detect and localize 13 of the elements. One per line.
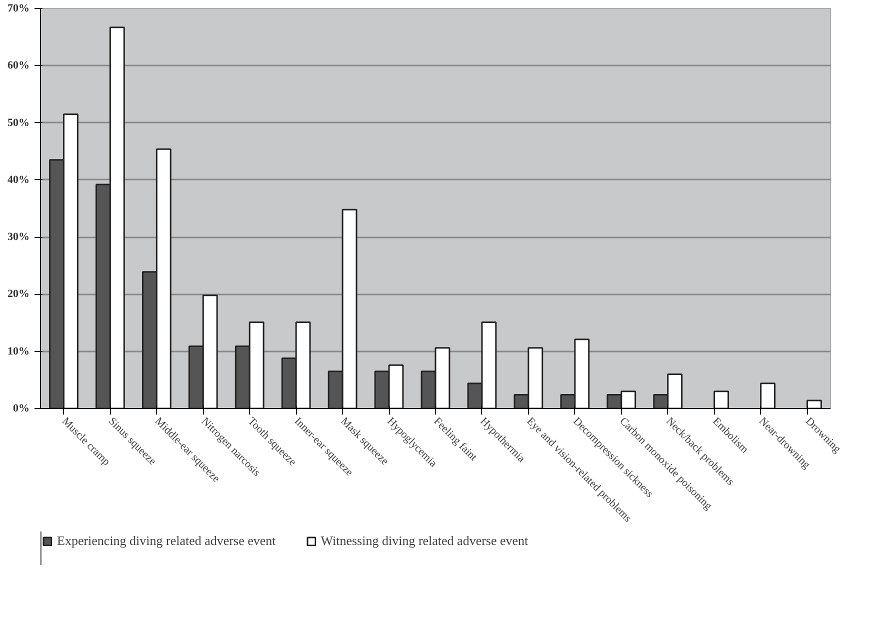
legend-label: Experiencing diving related adverse event: [57, 533, 276, 549]
y-tick-label: 40%: [8, 174, 30, 186]
y-tick-label: 10%: [8, 345, 30, 358]
y-tick-label: 30%: [8, 231, 30, 244]
bar: [806, 400, 822, 408]
bar: [714, 390, 730, 408]
bar: [760, 382, 776, 408]
y-tick-label: 50%: [8, 116, 30, 129]
y-tick-label: 70%: [8, 2, 30, 14]
y-tick-label: 0%: [13, 402, 30, 414]
y-tick-label: 20%: [8, 288, 30, 300]
legend-label: Witnessing diving related adverse event: [320, 533, 528, 549]
y-tick-label: 60%: [8, 60, 30, 72]
